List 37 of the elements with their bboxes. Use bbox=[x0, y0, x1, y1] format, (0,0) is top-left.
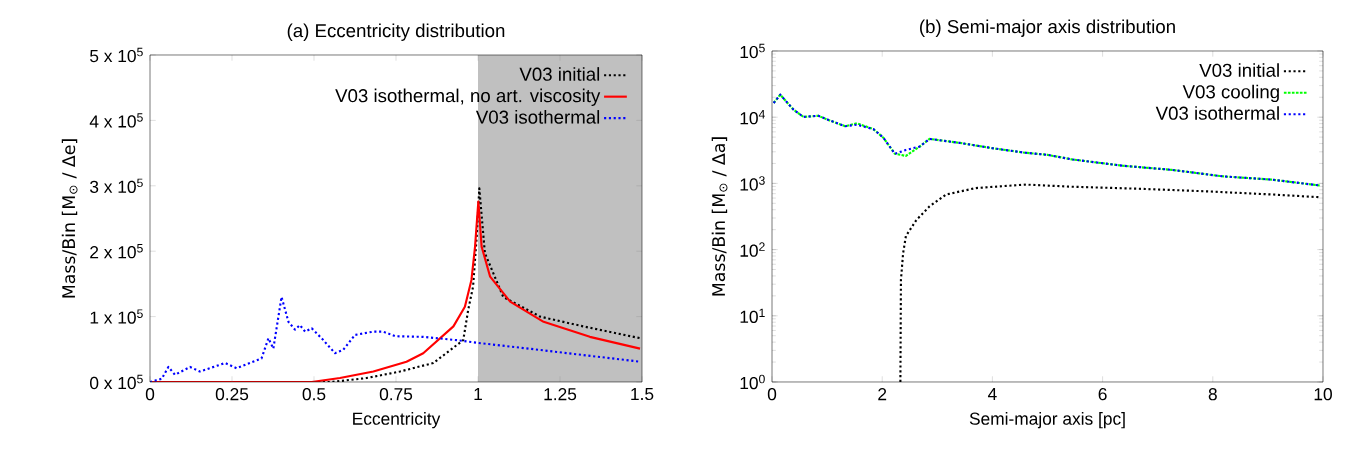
y-tick-label: 10$^{5}$ bbox=[740, 43, 765, 59]
legend-label: V03 isothermal bbox=[1155, 106, 1279, 120]
y-tick-label: 4 x 10$^{5}$ bbox=[89, 113, 143, 128]
x-tick-label: 6 bbox=[1098, 388, 1107, 401]
x-tick-label: 4 bbox=[987, 388, 997, 400]
x-tick-label: 0 bbox=[145, 388, 155, 401]
y-tick-label: 2 x 10$^{5}$ bbox=[90, 244, 143, 259]
y-tick-label: 10$^{2}$ bbox=[740, 242, 765, 257]
legend-label: V03 cooling bbox=[1182, 84, 1279, 103]
x-tick-label: 2 bbox=[878, 388, 887, 401]
x-tick-label: 8 bbox=[1208, 388, 1217, 401]
x-tick-label: 1 bbox=[474, 388, 482, 400]
legend-label: V03 initial bbox=[519, 67, 600, 81]
legend-label: V03 isothermal, no art. viscosity bbox=[335, 88, 601, 106]
y-axis-title: Mass/Bin [M$_{⊙}$ / Δe] bbox=[61, 139, 78, 298]
chart-title: (a) Eccentricity distribution bbox=[287, 23, 505, 41]
x-axis-title: Eccentricity bbox=[353, 412, 441, 429]
y-tick-label: 10$^{3}$ bbox=[740, 176, 765, 191]
x-axis-title: Semi-major axis [pc] bbox=[969, 412, 1125, 429]
y-tick-label: 10$^{0}$ bbox=[740, 374, 765, 390]
y-tick-label: 0 x 10$^{5}$ bbox=[90, 374, 143, 390]
y-axis-title: Mass/Bin [M$_{⊙}$ / Δa] bbox=[711, 137, 728, 296]
y-tick-label: 3 x 10$^{5}$ bbox=[90, 178, 143, 193]
x-tick-label: 10 bbox=[1314, 388, 1332, 401]
chart-title: (b) Semi-major axis distribution bbox=[920, 19, 1175, 37]
legend-label: V03 initial bbox=[1199, 63, 1279, 77]
x-tick-label: 0.75 bbox=[379, 388, 413, 401]
y-tick-label: 5 x 10$^{5}$ bbox=[90, 47, 143, 63]
x-tick-label: 0 bbox=[767, 388, 777, 401]
x-tick-label: 1.25 bbox=[544, 388, 577, 401]
x-tick-label: 0.5 bbox=[302, 388, 326, 401]
y-tick-label: 10$^{4}$ bbox=[740, 110, 765, 125]
x-tick-label: 1.5 bbox=[631, 388, 654, 401]
y-tick-label: 10$^{1}$ bbox=[740, 308, 765, 323]
x-tick-label: 0.25 bbox=[215, 388, 249, 401]
y-tick-label: 1 x 10$^{5}$ bbox=[90, 309, 143, 324]
legend-label: V03 isothermal bbox=[475, 110, 600, 124]
